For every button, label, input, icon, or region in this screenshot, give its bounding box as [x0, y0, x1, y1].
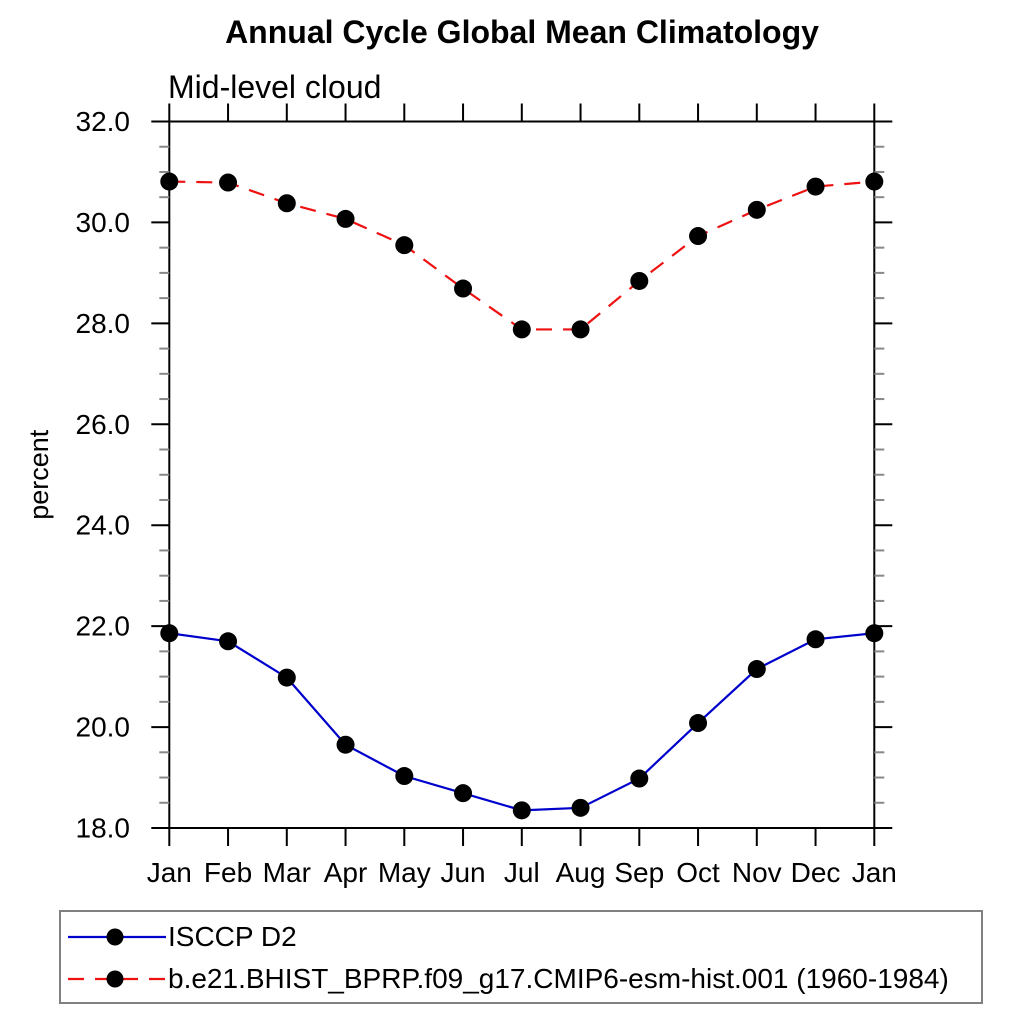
y-tick-label: 32.0 [76, 106, 131, 137]
legend-marker-dot [106, 928, 124, 946]
x-tick-label: Jul [504, 857, 540, 888]
data-point [336, 209, 355, 228]
plot-frame [168, 120, 876, 829]
data-point [806, 177, 825, 196]
x-tick-label: Aug [556, 857, 606, 888]
data-point [806, 630, 825, 649]
data-point [747, 660, 766, 679]
x-tick-label: Jan [852, 857, 897, 888]
y-tick-label: 20.0 [76, 712, 131, 743]
x-tick-label: Jan [147, 857, 192, 888]
x-tick-label: Dec [791, 857, 841, 888]
data-point [395, 236, 414, 255]
series-line-0 [169, 632, 875, 812]
x-tick-label: Sep [614, 857, 664, 888]
data-point [512, 801, 531, 820]
chart-subtitle: Mid-level cloud [168, 69, 382, 105]
data-point [571, 798, 590, 817]
data-point [865, 172, 884, 191]
y-tick-label: 26.0 [76, 409, 131, 440]
x-tick-label: Jun [440, 857, 485, 888]
data-point [571, 320, 590, 339]
data-point [454, 279, 473, 298]
data-point [865, 624, 884, 643]
data-point [689, 714, 708, 733]
data-point [512, 320, 531, 339]
data-point [277, 668, 296, 687]
legend-item-model: b.e21.BHIST_BPRP.f09_g17.CMIP6-esm-hist.… [66, 962, 949, 996]
x-tick-label: May [378, 857, 431, 888]
legend-marker-dot [106, 970, 124, 988]
legend-label: ISCCP D2 [168, 921, 297, 952]
x-tick-label: Mar [263, 857, 311, 888]
x-tick-label: Apr [324, 857, 368, 888]
legend-box: ISCCP D2 b.e21.BHIST_BPRP.f09_g17.CMIP6-… [59, 910, 983, 1004]
x-tick-label: Oct [676, 857, 720, 888]
y-tick-label: 22.0 [76, 611, 131, 642]
legend-label: b.e21.BHIST_BPRP.f09_g17.CMIP6-esm-hist.… [168, 963, 949, 994]
data-point [160, 624, 179, 643]
data-point [630, 769, 649, 788]
data-point [454, 784, 473, 803]
y-tick-label: 28.0 [76, 308, 131, 339]
data-point [395, 767, 414, 786]
data-point [689, 227, 708, 246]
data-point [160, 172, 179, 191]
series-line-1 [169, 180, 875, 331]
data-point [219, 632, 238, 651]
y-tick-label: 24.0 [76, 510, 131, 541]
y-tick-label: 18.0 [76, 813, 131, 844]
data-point [277, 194, 296, 213]
data-point [747, 200, 766, 219]
data-point [219, 173, 238, 192]
legend-line-sample-dashed [68, 970, 166, 988]
y-tick-label: 30.0 [76, 207, 131, 238]
x-tick-label: Feb [204, 857, 252, 888]
legend-line-sample-solid [68, 928, 166, 946]
x-tick-label: Nov [732, 857, 782, 888]
data-point [336, 735, 355, 754]
y-axis-label: percent [24, 429, 54, 520]
chart-title: Annual Cycle Global Mean Climatology [225, 14, 819, 50]
data-point [630, 271, 649, 290]
legend-item-isccp-d2: ISCCP D2 [66, 920, 297, 954]
